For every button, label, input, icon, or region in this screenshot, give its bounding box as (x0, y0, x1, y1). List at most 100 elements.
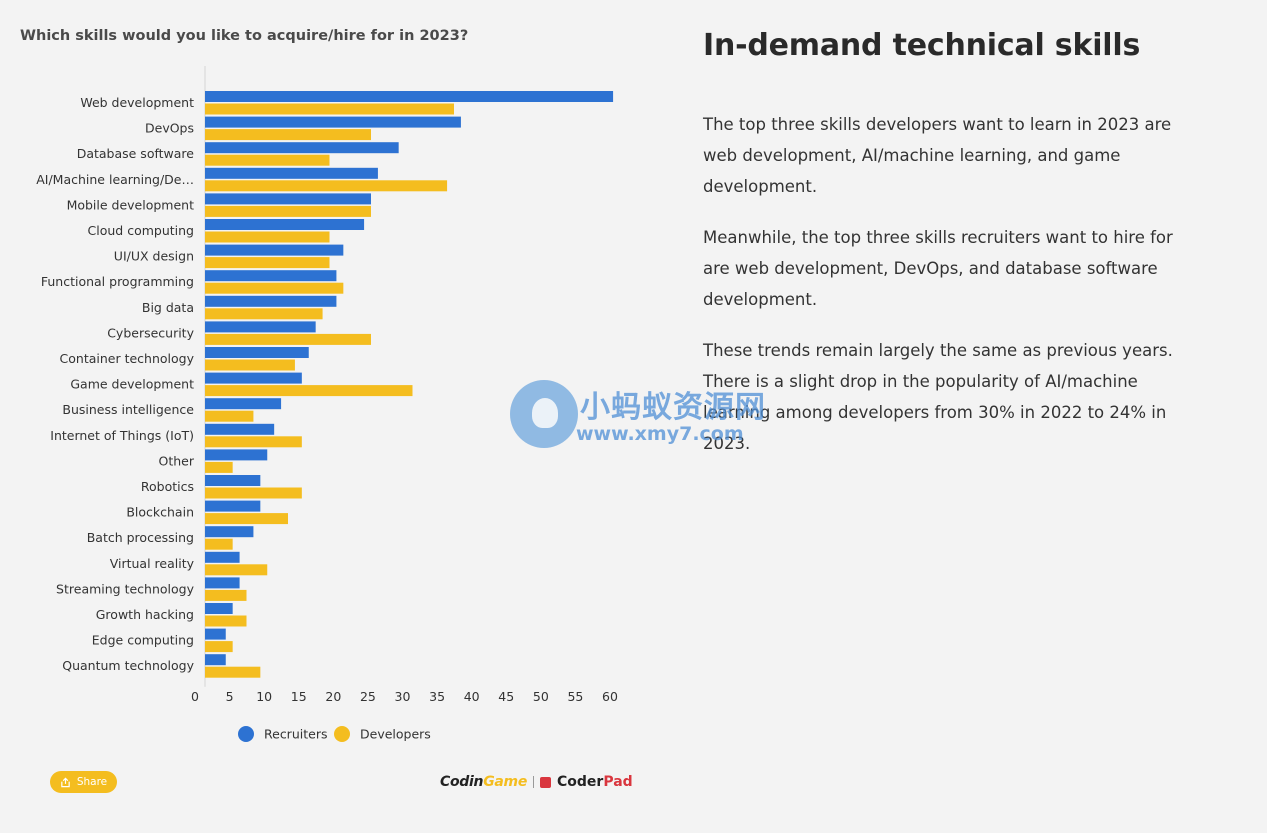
brand-logos: CodinGame CoderPad (440, 772, 633, 792)
bar-developers-7 (205, 282, 344, 294)
bar-developers-17 (205, 538, 233, 550)
category-label: Cloud computing (88, 223, 194, 238)
logo-separator (533, 776, 535, 788)
bar-recruiters-15 (205, 475, 261, 486)
bar-recruiters-8 (205, 295, 337, 307)
bar-recruiters-19 (205, 577, 240, 589)
category-label: Business intelligence (62, 402, 194, 417)
bar-developers-19 (205, 589, 247, 601)
x-tick-label: 60 (602, 689, 618, 704)
chart-title: Which skills would you like to acquire/h… (20, 28, 469, 44)
x-tick-label: 15 (291, 689, 307, 704)
category-label: Quantum technology (62, 658, 194, 673)
bar-developers-9 (205, 333, 371, 345)
bar-developers-13 (205, 436, 302, 448)
chart-legend[interactable]: Recruiters Developers (238, 726, 431, 742)
bar-recruiters-10 (205, 347, 309, 358)
bar-recruiters-14 (205, 449, 268, 461)
category-label: Streaming technology (56, 581, 195, 596)
share-label: Share (76, 776, 108, 788)
category-label: Game development (70, 377, 194, 392)
bar-recruiters-7 (205, 270, 337, 282)
bar-developers-12 (205, 410, 254, 422)
bar-developers-0 (205, 103, 454, 115)
x-tick-label: 25 (360, 689, 376, 704)
bar-recruiters-18 (205, 551, 240, 563)
category-labels: Web development DevOps Database software AI… (36, 95, 195, 673)
share-button[interactable]: Share (50, 771, 117, 793)
bar-developers-11 (205, 385, 413, 397)
category-label: Growth hacking (96, 607, 194, 622)
section-heading: In-demand technical skills (703, 28, 1141, 63)
category-label: Mobile development (67, 197, 195, 212)
bar-developers-1 (205, 129, 371, 141)
category-label: Internet of Things (IoT) (50, 428, 194, 443)
bar-recruiters-0 (205, 91, 614, 102)
bar-developers-18 (205, 564, 268, 576)
category-label: Web development (80, 95, 194, 110)
bar-recruiters-4 (205, 193, 371, 205)
bar-developers-6 (205, 257, 330, 269)
x-tick-label: 10 (256, 689, 272, 704)
bar-developers-3 (205, 180, 448, 192)
category-label: Batch processing (87, 530, 194, 545)
category-label: Edge computing (92, 633, 194, 648)
bar-recruiters-2 (205, 142, 399, 154)
bar-recruiters-17 (205, 526, 254, 538)
x-tick-label: 20 (325, 689, 341, 704)
codingame-logo: CodinGame (440, 774, 528, 790)
bar-recruiters-6 (205, 244, 344, 256)
bar-recruiters-13 (205, 423, 275, 435)
bar-developers-15 (205, 487, 302, 499)
chart-bars (205, 91, 614, 678)
x-tick-label: 0 (191, 689, 199, 704)
bar-recruiters-16 (205, 500, 261, 512)
bar-developers-20 (205, 615, 247, 627)
category-label: Container technology (60, 351, 195, 366)
bar-recruiters-11 (205, 372, 302, 384)
bar-developers-22 (205, 666, 261, 678)
category-label: Cybersecurity (107, 325, 194, 340)
category-label: Blockchain (126, 505, 194, 520)
x-tick-label: 30 (395, 689, 411, 704)
bar-recruiters-21 (205, 628, 226, 640)
bar-chart: Web development DevOps Database software AI… (36, 66, 618, 742)
bar-recruiters-3 (205, 167, 378, 179)
category-label: Functional programming (41, 274, 194, 289)
paragraph-1: The top three skills developers want to … (703, 115, 1172, 196)
bar-developers-14 (205, 461, 233, 473)
bar-recruiters-20 (205, 603, 233, 614)
x-tick-label: 45 (498, 689, 514, 704)
bar-developers-10 (205, 359, 295, 371)
category-label: Virtual reality (110, 556, 195, 571)
coderpad-logo: CoderPad (557, 774, 633, 790)
x-tick-label: 35 (429, 689, 445, 704)
x-tick-labels: 0 5 10 15 20 25 30 35 40 45 50 55 60 (191, 689, 618, 704)
section-body: The top three skills developers want to … (703, 109, 1173, 479)
paragraph-3: These trends remain largely the same as … (703, 341, 1173, 453)
bar-developers-5 (205, 231, 330, 243)
bar-developers-2 (205, 154, 330, 166)
x-tick-label: 5 (226, 689, 234, 704)
legend-swatch-developers[interactable] (334, 726, 350, 742)
bar-developers-21 (205, 641, 233, 653)
category-label: Big data (142, 300, 194, 315)
category-label: DevOps (145, 121, 194, 136)
bar-developers-4 (205, 205, 371, 217)
paragraph-2: Meanwhile, the top three skills recruite… (703, 228, 1173, 309)
category-label: AI/Machine learning/De… (36, 172, 194, 187)
legend-swatch-recruiters[interactable] (238, 726, 254, 742)
bar-recruiters-5 (205, 219, 365, 230)
legend-label-developers[interactable]: Developers (360, 727, 431, 742)
category-label: UI/UX design (114, 249, 194, 264)
bar-developers-8 (205, 308, 323, 320)
x-tick-label: 40 (464, 689, 480, 704)
x-tick-label: 55 (567, 689, 583, 704)
category-label: Robotics (141, 479, 194, 494)
bar-developers-16 (205, 513, 288, 525)
category-label: Database software (77, 146, 195, 161)
x-tick-label: 50 (533, 689, 549, 704)
legend-label-recruiters[interactable]: Recruiters (264, 727, 327, 742)
bar-recruiters-9 (205, 321, 316, 333)
coderpad-icon (540, 776, 552, 788)
